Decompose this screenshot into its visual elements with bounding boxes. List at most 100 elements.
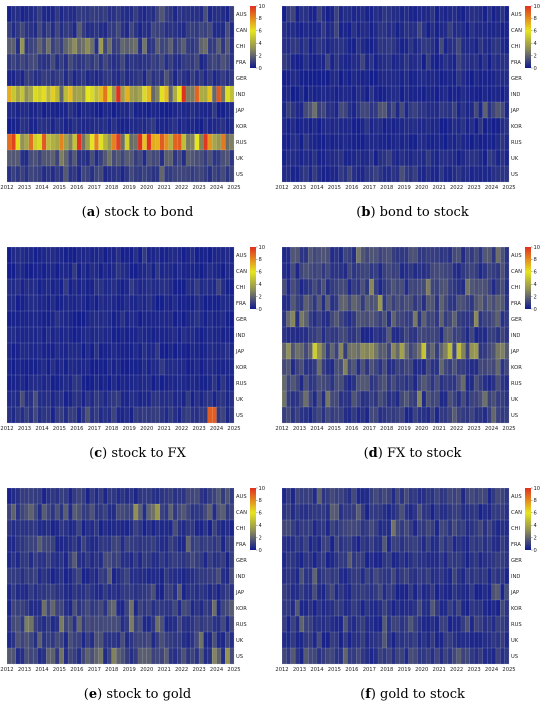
heatmap-cell [290, 327, 296, 344]
heatmap-cell [159, 600, 165, 617]
heatmap-cell [207, 6, 213, 23]
heatmap-cell [24, 568, 29, 585]
heatmap-cell [447, 407, 453, 424]
heatmap-cell [24, 247, 29, 264]
heatmap-cell [286, 70, 291, 87]
heatmap-cell [347, 263, 352, 280]
heatmap-cell [7, 504, 12, 521]
heatmap-cell [159, 536, 165, 553]
heatmap-cell [225, 600, 230, 617]
x-tick-labels: 2012 2013 2014 2015 2016 2017 2018 2019 2020 2021… [275, 185, 515, 191]
heatmap-cell [63, 38, 69, 55]
heatmap-cell [142, 375, 147, 392]
heatmap-cell [76, 311, 82, 328]
heatmap-cell [395, 166, 400, 183]
heatmap-cell [137, 568, 143, 585]
heatmap-cell [456, 536, 462, 553]
heatmap-cell [456, 632, 462, 649]
heatmap-cell [482, 600, 488, 617]
heatmap-cell [177, 102, 182, 119]
heatmap-cell [465, 38, 470, 55]
heatmap-cell [20, 375, 25, 392]
heatmap-cell [321, 504, 326, 521]
heatmap-cell [500, 70, 505, 87]
heatmap-cell [325, 247, 331, 264]
heatmap-cell [81, 118, 86, 135]
heatmap-cell [443, 391, 448, 408]
heatmap-cell [41, 632, 47, 649]
heatmap-cell [203, 70, 208, 87]
heatmap-cell [181, 536, 187, 553]
heatmap-cell [212, 568, 217, 585]
heatmap-cell [338, 616, 344, 633]
heatmap-cell [478, 648, 483, 665]
row-label: UK [236, 397, 244, 403]
heatmap-cell [133, 407, 139, 424]
heatmap-cell [495, 6, 501, 23]
heatmap-cell [308, 311, 313, 328]
heatmap-cell [24, 279, 29, 296]
heatmap-cell [107, 520, 112, 537]
heatmap-cell [133, 247, 139, 264]
heatmap-cell [487, 616, 492, 633]
heatmap-cell [85, 343, 90, 360]
heatmap-cell [229, 359, 235, 376]
row-label: FRA [511, 301, 521, 307]
heatmap-cell [98, 600, 104, 617]
heatmap-cell [146, 86, 152, 103]
heatmap-cell [378, 407, 383, 424]
heatmap-cell [103, 102, 108, 119]
heatmap-cell [395, 327, 400, 344]
heatmap-cell [212, 247, 217, 264]
heatmap-cell [417, 488, 422, 505]
heatmap-cell [7, 359, 12, 376]
heatmap-cell [338, 600, 344, 617]
heatmap-cell [216, 166, 221, 183]
heatmap-cell [190, 632, 195, 649]
heatmap-cell [212, 279, 217, 296]
heatmap-cell [343, 375, 348, 392]
heatmap-cell [164, 648, 169, 665]
heatmap-cell [434, 375, 440, 392]
heatmap-cell [76, 102, 82, 119]
heatmap-cell [103, 166, 108, 183]
row-label: IND [236, 574, 245, 580]
heatmap-cell [46, 6, 51, 23]
heatmap-cell [124, 150, 130, 167]
heatmap-cell [312, 166, 317, 183]
heatmap-cell [24, 327, 29, 344]
heatmap-cell [356, 616, 361, 633]
heatmap-cell [15, 391, 21, 408]
heatmap-cell [212, 6, 217, 23]
heatmap-cell [330, 118, 335, 135]
heatmap-cell [207, 22, 213, 39]
heatmap-cell [199, 632, 204, 649]
heatmap-cell [7, 118, 12, 135]
x-tick-labels: 2012 2013 2014 2015 2016 2017 2018 2019 2020 2021… [0, 667, 240, 673]
heatmap-cell [194, 648, 200, 665]
heatmap-cell [190, 6, 195, 23]
heatmap-cell [41, 375, 47, 392]
heatmap-cell [434, 488, 440, 505]
heatmap-cell [395, 600, 400, 617]
heatmap-cell [177, 263, 182, 280]
heatmap-cell [81, 22, 86, 39]
heatmap-cell [491, 295, 496, 312]
heatmap-cell [321, 520, 326, 537]
heatmap-cell [155, 134, 160, 151]
heatmap-cell [360, 311, 365, 328]
heatmap-cell [373, 22, 379, 39]
heatmap-cell [124, 86, 130, 103]
heatmap-cell [482, 488, 488, 505]
heatmap-cell [452, 118, 457, 135]
heatmap-cell [120, 648, 125, 665]
heatmap-cell [439, 54, 444, 71]
heatmap-cell [11, 343, 16, 360]
heatmap-cell [447, 70, 453, 87]
heatmap-cell [151, 166, 156, 183]
heatmap-cell [20, 70, 25, 87]
heatmap-cell [347, 520, 352, 537]
heatmap-cell [465, 568, 470, 585]
heatmap-cell [164, 327, 169, 344]
heatmap-cell [133, 6, 139, 23]
